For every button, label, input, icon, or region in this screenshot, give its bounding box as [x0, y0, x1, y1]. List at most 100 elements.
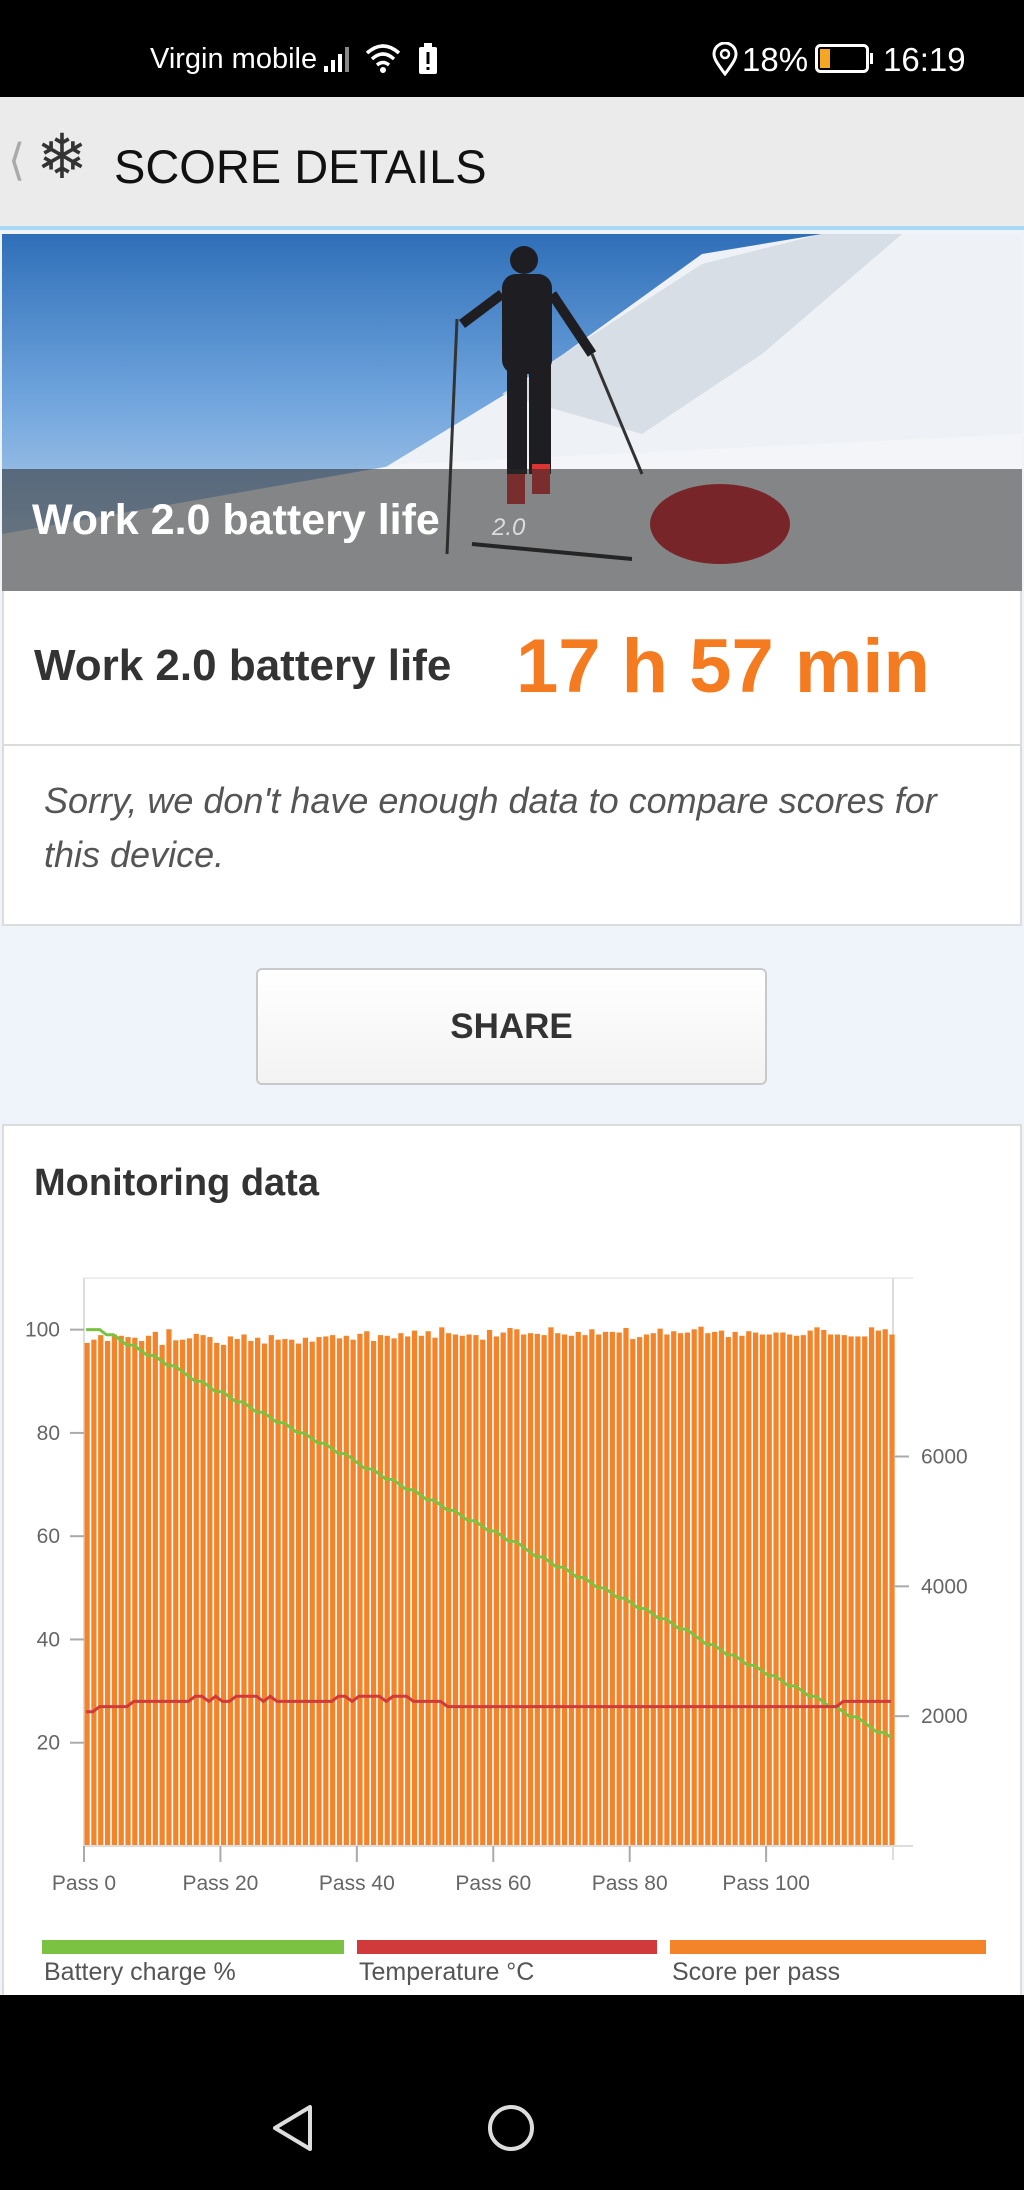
- score-bar: [275, 1339, 281, 1846]
- score-bar: [166, 1329, 172, 1846]
- score-bar: [841, 1335, 847, 1846]
- score-bar: [282, 1339, 288, 1846]
- score-bar: [732, 1331, 738, 1846]
- score-bar: [657, 1328, 663, 1846]
- score-bar: [364, 1331, 370, 1846]
- score-bar: [541, 1335, 547, 1846]
- score-bar: [814, 1327, 820, 1846]
- hero-banner: Work 2.0 battery life 2.0: [2, 234, 1022, 591]
- score-bar: [316, 1337, 322, 1846]
- score-bar: [459, 1335, 465, 1846]
- hero-version: 2.0: [492, 514, 526, 541]
- score-bar: [609, 1331, 615, 1846]
- legend-swatch-score: [670, 1940, 986, 1954]
- score-bar: [800, 1335, 806, 1846]
- monitoring-chart-card: 20 40 60 80 100 2000 4000 6000 Pass 0 Pass 20 Pass…: [2, 1240, 1022, 2000]
- score-bar: [616, 1332, 622, 1846]
- x-tick-label: Pass 40: [319, 1872, 395, 1895]
- score-bar: [712, 1331, 718, 1846]
- battery-percent: 18%: [742, 41, 809, 78]
- score-bar: [179, 1339, 186, 1846]
- score-bar: [555, 1333, 561, 1846]
- score-bar: [486, 1329, 493, 1846]
- score-bar: [473, 1335, 479, 1846]
- score-bar: [432, 1337, 438, 1846]
- score-bar: [289, 1339, 295, 1846]
- score-bar: [357, 1333, 363, 1846]
- score-bar: [868, 1327, 875, 1846]
- share-button[interactable]: SHARE: [256, 968, 767, 1085]
- score-bar: [159, 1344, 165, 1846]
- score-bar: [787, 1334, 793, 1846]
- comparison-message: Sorry, we don't have enough data to comp…: [44, 780, 937, 875]
- score-bar: [759, 1334, 766, 1846]
- score-bar: [91, 1339, 97, 1846]
- page-title: SCORE DETAILS: [114, 140, 487, 193]
- score-bar: [493, 1336, 499, 1846]
- score-bar: [561, 1334, 568, 1846]
- legend-swatch-battery: [42, 1940, 344, 1954]
- legend-label-score: Score per pass: [672, 1958, 841, 1986]
- score-bar: [746, 1331, 752, 1846]
- score-bar: [145, 1335, 152, 1846]
- score-bar: [739, 1335, 745, 1846]
- wifi-icon: [365, 44, 401, 73]
- score-bar: [596, 1334, 602, 1846]
- home-circle-icon[interactable]: [486, 2103, 536, 2153]
- score-value: 17 h 57 min: [516, 624, 930, 709]
- score-bar: [214, 1342, 220, 1846]
- score-bar: [193, 1333, 199, 1846]
- score-bar: [527, 1333, 534, 1846]
- score-bar: [705, 1333, 711, 1846]
- signal-icon: [324, 47, 349, 72]
- monitoring-chart: 20 40 60 80 100 2000 4000 6000 Pass 0 Pass 20 Pass…: [25, 1277, 968, 1895]
- x-tick-label: Pass 80: [592, 1872, 668, 1895]
- score-bar: [650, 1333, 656, 1846]
- score-bar: [752, 1332, 759, 1846]
- score-bar: [350, 1339, 356, 1846]
- score-bar: [132, 1337, 138, 1846]
- back-triangle-icon[interactable]: [270, 2103, 316, 2153]
- score-bar: [684, 1332, 690, 1846]
- score-bar: [773, 1332, 779, 1846]
- score-bar: [425, 1331, 431, 1846]
- score-bar: [466, 1334, 472, 1846]
- comparison-card: Sorry, we don't have enough data to comp…: [2, 746, 1022, 926]
- score-bar: [255, 1337, 261, 1846]
- y-left-tick-label: 20: [37, 1732, 60, 1755]
- score-bar: [295, 1343, 302, 1846]
- y-right-tick-label: 2000: [921, 1705, 968, 1728]
- score-bar: [84, 1342, 90, 1846]
- score-bar: [848, 1336, 854, 1846]
- score-bar: [125, 1337, 131, 1846]
- score-bar: [446, 1333, 452, 1846]
- y-left-tick-label: 80: [37, 1422, 60, 1445]
- score-bar: [575, 1331, 581, 1846]
- legend-swatch-temperature: [357, 1940, 657, 1954]
- score-bar: [698, 1326, 704, 1846]
- score-bar: [336, 1338, 343, 1846]
- score-bar: [268, 1335, 274, 1846]
- score-bar: [889, 1334, 895, 1846]
- score-bar: [118, 1335, 124, 1846]
- score-bar: [248, 1340, 254, 1846]
- score-bar: [807, 1330, 813, 1846]
- score-bar: [411, 1330, 418, 1846]
- score-bar: [521, 1334, 527, 1846]
- back-chevron-icon[interactable]: ⟨: [8, 136, 26, 185]
- score-bar: [261, 1343, 268, 1846]
- y-right-tick-label: 6000: [921, 1446, 968, 1469]
- score-bar: [343, 1335, 349, 1846]
- score-label: Work 2.0 battery life: [34, 641, 452, 690]
- x-tick-label: Pass 0: [52, 1872, 116, 1895]
- score-bar: [780, 1332, 786, 1846]
- temperature-line: [86, 1694, 891, 1714]
- battery-line: [86, 1328, 892, 1739]
- location-icon: [712, 42, 738, 76]
- score-bar: [480, 1339, 486, 1846]
- x-tick-label: Pass 20: [182, 1872, 258, 1895]
- score-bar: [302, 1337, 309, 1846]
- score-bar: [623, 1327, 629, 1846]
- battery-alert-icon: [419, 43, 437, 74]
- score-bar: [220, 1344, 227, 1846]
